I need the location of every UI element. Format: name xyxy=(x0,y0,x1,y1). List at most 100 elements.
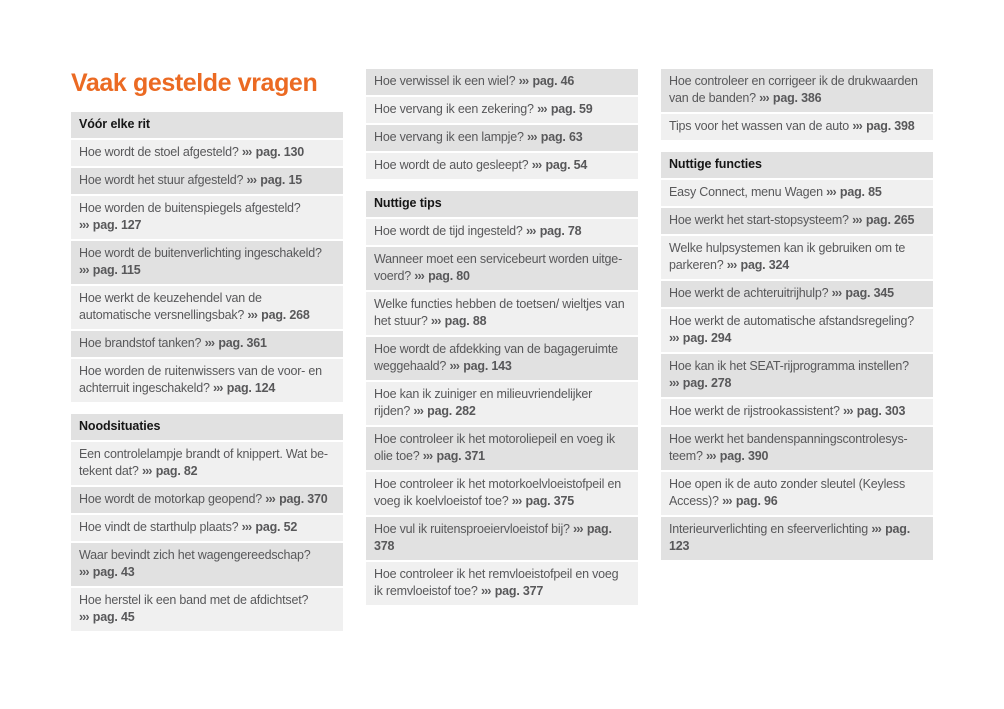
cross-ref-arrow-icon: ››› xyxy=(525,224,536,238)
faq-item: Hoe wordt het stuur afgesteld? ››› pag. … xyxy=(71,168,343,194)
cross-ref-arrow-icon: ››› xyxy=(413,404,423,418)
faq-question: Hoe werkt het start-stopsysteem? xyxy=(669,213,853,227)
cross-ref-arrow-icon: ››› xyxy=(527,130,537,144)
cross-ref-arrow-icon: ››› xyxy=(265,492,275,506)
cross-ref-arrow-icon: ››› xyxy=(241,520,252,534)
page-ref: ››› pag. 324 xyxy=(726,258,789,272)
section-header: Nuttige functies xyxy=(661,152,933,178)
page-ref: ››› pag. 390 xyxy=(706,449,769,463)
faq-item: Hoe vervang ik een zekering? ››› pag. 59 xyxy=(366,97,638,123)
page-title: Vaak gestelde vragen xyxy=(71,69,318,97)
faq-item: Hoe controleer ik het remvloeistofpeil e… xyxy=(366,562,638,605)
faq-item: Hoe werkt de rijstrookassistent? ››› pag… xyxy=(661,399,933,425)
cross-ref-arrow-icon: ››› xyxy=(241,145,252,159)
page-ref: ››› pag. 123 xyxy=(669,522,910,553)
faq-columns: Vaak gestelde vragen Vóór elke rit Hoe wo… xyxy=(71,69,1004,633)
page-ref: ››› pag. 80 xyxy=(414,269,470,283)
section-header: Nuttige tips xyxy=(366,191,638,217)
cross-ref-arrow-icon: ››› xyxy=(449,359,459,373)
faq-question: Waar bevindt zich het wagengereedschap? xyxy=(79,548,311,562)
cross-ref-arrow-icon: ››› xyxy=(480,584,491,598)
page-ref: ››› pag. 278 xyxy=(669,376,732,390)
cross-ref-arrow-icon: ››› xyxy=(722,494,732,508)
cross-ref-arrow-icon: ››› xyxy=(759,91,769,105)
page-ref: ››› pag. 377 xyxy=(480,584,544,598)
faq-item: Hoe wordt de auto gesleept? ››› pag. 54 xyxy=(366,153,638,179)
faq-item: Hoe kan ik zuiniger en milieuvriendelijk… xyxy=(366,382,638,425)
section-header: Vóór elke rit xyxy=(71,112,343,138)
cross-ref-arrow-icon: ››› xyxy=(141,464,152,478)
faq-item: Hoe wordt de tijd ingesteld? ››› pag. 78 xyxy=(366,219,638,245)
cross-ref-arrow-icon: ››› xyxy=(79,610,89,624)
faq-question: Easy Connect, menu Wagen xyxy=(669,185,827,199)
faq-question: Wanneer moet een servicebeurt worden uit… xyxy=(374,252,623,283)
faq-question: Hoe wordt de afdekking van de bagageruim… xyxy=(374,342,618,373)
faq-question: Hoe herstel ik een band met de afdichtse… xyxy=(79,593,309,607)
faq-question: Hoe wordt de auto gesleept? xyxy=(374,158,532,172)
cross-ref-arrow-icon: ››› xyxy=(871,522,881,536)
faq-question: Hoe werkt de rijstrookassistent? xyxy=(669,404,844,418)
faq-item: Hoe controleer ik het motorkoelvloeistof… xyxy=(366,472,638,515)
faq-question: Hoe werkt de achteruitrijhulp? xyxy=(669,286,832,300)
faq-question: Hoe controleer ik het remvloeistofpeil e… xyxy=(374,567,619,598)
page-ref: ››› pag. 124 xyxy=(212,381,276,395)
faq-item: Hoe vindt de starthulp plaats? ››› pag. … xyxy=(71,515,343,541)
cross-ref-arrow-icon: ››› xyxy=(204,336,215,350)
faq-item: Tips voor het wassen van de auto ››› pag… xyxy=(661,114,933,140)
page-ref: ››› pag. 85 xyxy=(826,185,882,199)
faq-question: Hoe wordt de stoel afgesteld? xyxy=(79,145,242,159)
faq-question: Hoe verwissel ik een wiel? xyxy=(374,74,519,88)
cross-ref-arrow-icon: ››› xyxy=(79,263,89,277)
faq-item: Hoe brandstof tanken? ››› pag. 361 xyxy=(71,331,343,357)
faq-question: Hoe kan ik zuiniger en milieuvriendelijk… xyxy=(374,387,593,418)
page-ref: ››› pag. 378 xyxy=(374,522,612,553)
section-header: Noodsituaties xyxy=(71,414,343,440)
page-ref: ››› pag. 143 xyxy=(449,359,512,373)
faq-item: Interieurverlichting en sfeerverlichting… xyxy=(661,517,933,560)
faq-column-2-blocks: Hoe verwissel ik een wiel? ››› pag. 46 Ho… xyxy=(366,69,638,605)
faq-question: Hoe werkt de automatische afstandsregeli… xyxy=(669,314,915,328)
faq-item: Hoe wordt de stoel afgesteld? ››› pag. 1… xyxy=(71,140,343,166)
cross-ref-arrow-icon: ››› xyxy=(706,449,716,463)
faq-question: Hoe vul ik ruitensproeiervloeistof bij? xyxy=(374,522,574,536)
faq-item: Hoe herstel ik een band met de afdichtse… xyxy=(71,588,343,631)
faq-column-1-blocks: Vóór elke rit Hoe wordt de stoel afgestel… xyxy=(71,112,343,631)
cross-ref-arrow-icon: ››› xyxy=(852,119,862,133)
faq-item: Easy Connect, menu Wagen ››› pag. 85 xyxy=(661,180,933,206)
page-ref: ››› pag. 52 xyxy=(241,520,298,534)
faq-item: Welke functies hebben de toetsen/ wieltj… xyxy=(366,292,638,335)
faq-question: Hoe brandstof tanken? xyxy=(79,336,205,350)
cross-ref-arrow-icon: ››› xyxy=(843,404,853,418)
faq-question: Hoe controleer ik het motorkoelvloeistof… xyxy=(374,477,621,508)
faq-question: Hoe vervang ik een zekering? xyxy=(374,102,538,116)
page-ref: ››› pag. 46 xyxy=(518,74,575,88)
cross-ref-arrow-icon: ››› xyxy=(669,331,679,345)
faq-question: Welke hulpsystemen kan ik gebruiken om t… xyxy=(669,241,906,272)
faq-item: Welke hulpsystemen kan ik gebruiken om t… xyxy=(661,236,933,279)
page-ref: ››› pag. 371 xyxy=(422,449,485,463)
faq-column-1: Vaak gestelde vragen Vóór elke rit Hoe wo… xyxy=(71,69,343,633)
faq-question: Hoe wordt de tijd ingesteld? xyxy=(374,224,526,238)
faq-item: Hoe wordt de afdekking van de bagageruim… xyxy=(366,337,638,380)
cross-ref-arrow-icon: ››› xyxy=(537,102,547,116)
faq-item: Hoe controleer en corrigeer ik de drukwa… xyxy=(661,69,933,112)
page-ref: ››› pag. 345 xyxy=(831,286,894,300)
faq-item: Hoe kan ik het SEAT-rijprogramma instell… xyxy=(661,354,933,397)
page-ref: ››› pag. 127 xyxy=(79,218,142,232)
cross-ref-arrow-icon: ››› xyxy=(669,376,679,390)
faq-question: Hoe wordt de buitenverlichting ingeschak… xyxy=(79,246,322,260)
page-ref: ››› pag. 370 xyxy=(265,492,328,506)
page-ref: ››› pag. 45 xyxy=(79,610,135,624)
page-ref: ››› pag. 265 xyxy=(852,213,915,227)
faq-question: Hoe open ik de auto zonder sleutel (Keyl… xyxy=(669,477,905,508)
page-ref: ››› pag. 88 xyxy=(430,314,487,328)
faq-question: Hoe worden de buitenspiegels afgesteld? xyxy=(79,201,301,215)
page-ref: ››› pag. 63 xyxy=(527,130,583,144)
faq-item: Hoe controleer ik het motoroliepeil en v… xyxy=(366,427,638,470)
cross-ref-arrow-icon: ››› xyxy=(573,522,583,536)
faq-question: Hoe kan ik het SEAT-rijprogramma instell… xyxy=(669,359,909,373)
page-ref: ››› pag. 282 xyxy=(413,404,476,418)
page-ref: ››› pag. 15 xyxy=(246,173,303,187)
cross-ref-arrow-icon: ››› xyxy=(79,565,89,579)
